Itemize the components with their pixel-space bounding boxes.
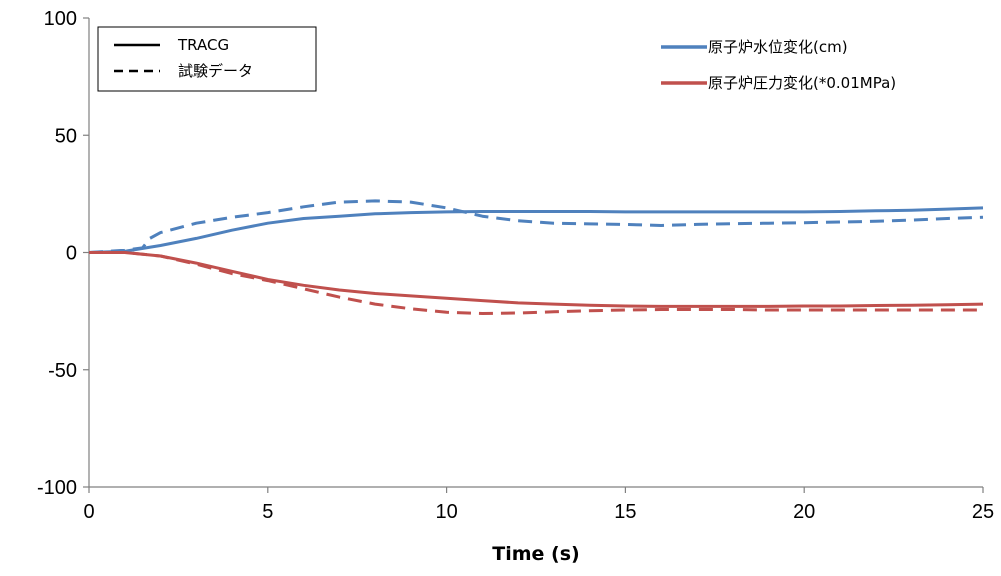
series-line-water-level-dashed (88, 199, 984, 254)
y-tick-label: 0 (66, 243, 77, 265)
x-tick-label: 0 (83, 501, 94, 523)
legend-dashed-label: 試験データ (178, 62, 253, 80)
legend-pressure-label: 原子炉圧力変化(*0.01MPa) (708, 74, 896, 92)
series-line-water-level-solid (88, 206, 984, 254)
x-tick-label: 5 (262, 501, 273, 523)
y-tick-label: -100 (37, 477, 77, 499)
legend-solid-label: TRACG (177, 36, 229, 54)
ticks: 100 50 0 -50 -100 0 5 10 15 20 25 (37, 8, 994, 523)
legend-water-level-label: 原子炉水位変化(cm) (708, 38, 848, 56)
series-color-legend: 原子炉水位変化(cm) 原子炉圧力変化(*0.01MPa) (661, 38, 896, 92)
line-style-legend: TRACG 試験データ (97, 26, 317, 92)
y-tick-label: 100 (44, 8, 77, 30)
series-line-pressure-dashed (89, 251, 983, 315)
series-line-pressure-solid (89, 251, 984, 308)
x-axis-title: Time (s) (492, 543, 579, 565)
line-style-legend-box (97, 26, 317, 92)
x-tick-label: 20 (793, 501, 815, 523)
x-tick-label: 15 (614, 501, 636, 523)
x-tick-label: 25 (972, 501, 994, 523)
x-tick-label: 10 (435, 501, 457, 523)
y-tick-label: 50 (55, 125, 77, 147)
series-layer (88, 199, 984, 315)
y-tick-label: -50 (48, 360, 77, 382)
